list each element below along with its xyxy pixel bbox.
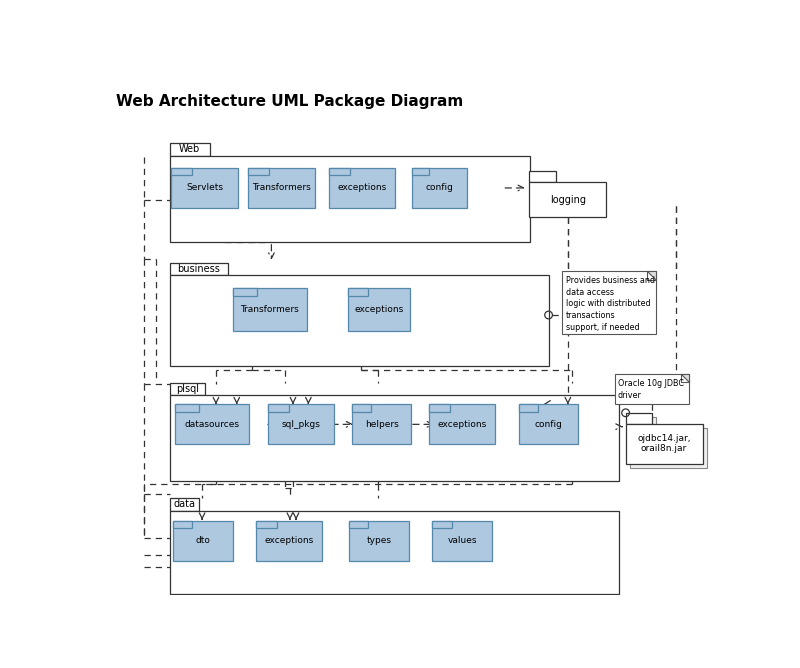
FancyBboxPatch shape xyxy=(171,168,238,208)
Text: exceptions: exceptions xyxy=(354,305,404,314)
Text: sql_pkgs: sql_pkgs xyxy=(282,420,320,429)
Polygon shape xyxy=(681,374,689,382)
FancyBboxPatch shape xyxy=(352,404,410,444)
FancyBboxPatch shape xyxy=(430,404,450,411)
Text: Servlets: Servlets xyxy=(186,184,223,192)
Text: Provides business and
data access
logic with distributed
transactions
support, i: Provides business and data access logic … xyxy=(566,276,654,332)
FancyBboxPatch shape xyxy=(349,288,368,296)
FancyBboxPatch shape xyxy=(267,404,334,444)
Text: logging: logging xyxy=(550,194,586,204)
Text: data: data xyxy=(174,500,195,510)
FancyBboxPatch shape xyxy=(630,428,707,468)
Text: types: types xyxy=(366,536,392,545)
Text: exceptions: exceptions xyxy=(265,536,314,545)
Text: config: config xyxy=(426,184,453,192)
FancyBboxPatch shape xyxy=(530,171,555,182)
FancyBboxPatch shape xyxy=(170,156,530,242)
FancyBboxPatch shape xyxy=(170,275,549,366)
FancyBboxPatch shape xyxy=(411,168,467,208)
FancyBboxPatch shape xyxy=(430,404,495,444)
FancyBboxPatch shape xyxy=(267,404,289,411)
Text: values: values xyxy=(448,536,477,545)
Text: business: business xyxy=(178,264,221,274)
FancyBboxPatch shape xyxy=(530,182,606,217)
Text: plsql: plsql xyxy=(176,384,199,394)
Text: helpers: helpers xyxy=(365,420,398,429)
FancyBboxPatch shape xyxy=(630,418,656,428)
FancyBboxPatch shape xyxy=(175,404,249,444)
FancyBboxPatch shape xyxy=(233,288,257,296)
FancyBboxPatch shape xyxy=(171,168,193,175)
FancyBboxPatch shape xyxy=(626,424,702,464)
FancyBboxPatch shape xyxy=(329,168,350,175)
FancyBboxPatch shape xyxy=(173,520,192,528)
FancyBboxPatch shape xyxy=(432,520,492,560)
FancyBboxPatch shape xyxy=(519,404,578,444)
FancyBboxPatch shape xyxy=(175,404,199,411)
Text: Transformers: Transformers xyxy=(252,184,310,192)
Text: Web Architecture UML Package Diagram: Web Architecture UML Package Diagram xyxy=(116,94,463,109)
FancyBboxPatch shape xyxy=(349,288,410,331)
FancyBboxPatch shape xyxy=(233,288,307,331)
FancyBboxPatch shape xyxy=(173,520,233,560)
FancyBboxPatch shape xyxy=(170,395,619,482)
FancyBboxPatch shape xyxy=(519,404,538,411)
FancyBboxPatch shape xyxy=(432,520,451,528)
FancyBboxPatch shape xyxy=(170,383,205,395)
FancyBboxPatch shape xyxy=(411,168,430,175)
FancyBboxPatch shape xyxy=(256,520,322,560)
Text: config: config xyxy=(534,420,562,429)
FancyBboxPatch shape xyxy=(248,168,270,175)
Text: datasources: datasources xyxy=(185,420,240,429)
FancyBboxPatch shape xyxy=(256,520,277,528)
FancyBboxPatch shape xyxy=(170,510,619,594)
Text: Transformers: Transformers xyxy=(241,305,299,314)
Polygon shape xyxy=(647,271,656,281)
Text: Web: Web xyxy=(179,144,201,154)
Text: Oracle 10g JDBC
driver: Oracle 10g JDBC driver xyxy=(618,379,684,399)
Text: exceptions: exceptions xyxy=(338,184,387,192)
Text: ojdbc14.jar,
orail8n.jar: ojdbc14.jar, orail8n.jar xyxy=(638,434,691,454)
Text: dto: dto xyxy=(195,536,210,545)
FancyBboxPatch shape xyxy=(349,520,368,528)
FancyBboxPatch shape xyxy=(349,520,410,560)
FancyBboxPatch shape xyxy=(352,404,371,411)
FancyBboxPatch shape xyxy=(626,413,652,424)
Text: exceptions: exceptions xyxy=(438,420,487,429)
FancyBboxPatch shape xyxy=(170,144,210,156)
FancyBboxPatch shape xyxy=(562,271,656,334)
FancyBboxPatch shape xyxy=(170,498,199,510)
FancyBboxPatch shape xyxy=(248,168,314,208)
FancyBboxPatch shape xyxy=(615,374,689,403)
FancyBboxPatch shape xyxy=(329,168,395,208)
FancyBboxPatch shape xyxy=(170,263,228,275)
